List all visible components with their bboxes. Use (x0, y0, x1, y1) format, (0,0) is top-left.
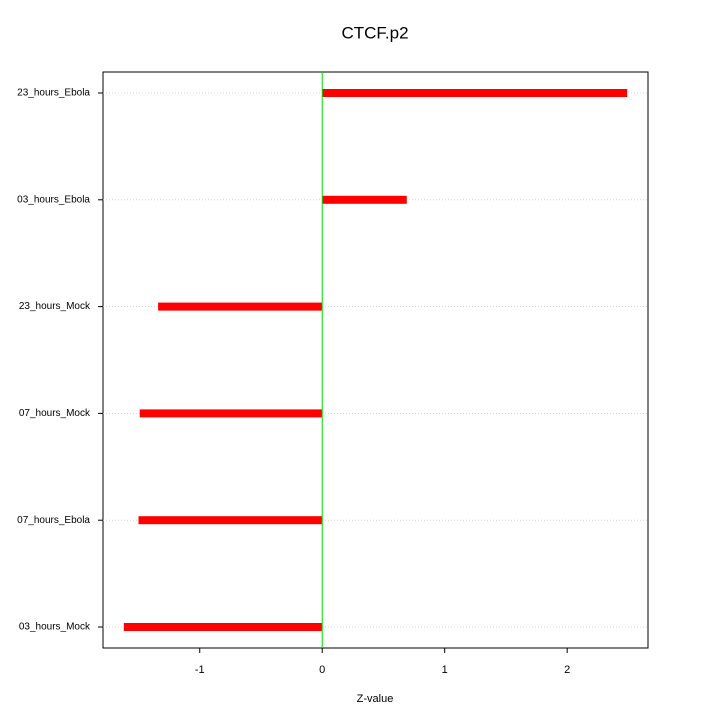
y-tick-label: 23_hours_Mock (19, 301, 91, 312)
x-axis-label: Z-value (357, 693, 394, 705)
x-tick-label: 2 (564, 664, 570, 676)
x-tick-label: 0 (319, 664, 325, 676)
y-tick-label: 03_hours_Mock (19, 622, 91, 633)
plot-frame (102, 71, 649, 649)
bar (322, 195, 407, 204)
x-tick-label: -1 (195, 664, 205, 676)
bar (139, 409, 323, 418)
chart-title: CTCF.p2 (341, 23, 408, 42)
y-tick-label: 07_hours_Mock (19, 408, 91, 419)
y-tick-label: 23_hours_Ebola (17, 88, 90, 99)
bar (158, 302, 323, 311)
y-tick-label: 07_hours_Ebola (17, 515, 90, 526)
bar (322, 89, 628, 97)
y-tick-label: 03_hours_Ebola (17, 194, 90, 205)
bar (123, 623, 323, 631)
bar (138, 516, 323, 525)
x-tick-label: 1 (442, 664, 448, 676)
